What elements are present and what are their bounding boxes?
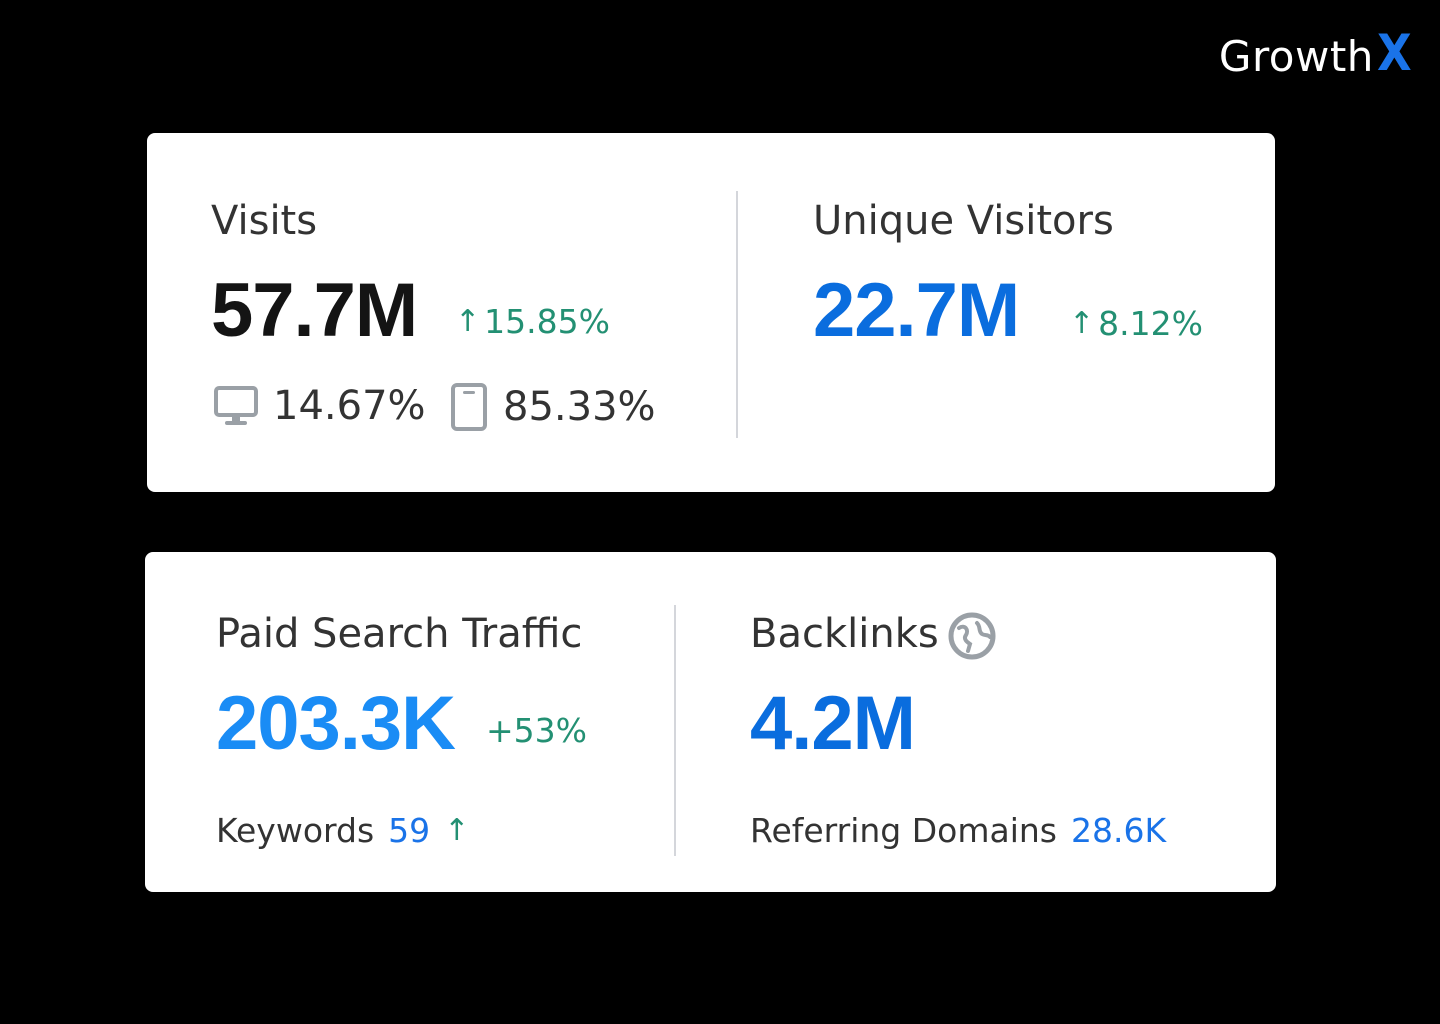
brand-accent: X (1376, 24, 1413, 82)
desktop-share-value: 14.67% (273, 383, 426, 429)
desktop-share: 14.67% (213, 383, 426, 429)
visits-value: 57.7M (211, 268, 418, 353)
keywords-label: Keywords (216, 811, 375, 850)
unique-visitors-value: 22.7M (813, 268, 1020, 353)
growthx-logo: Growth X (1219, 28, 1414, 78)
referring-domains-label: Referring Domains (750, 811, 1057, 850)
search-backlinks-card: Paid Search Traffic 203.3K +53% Keywords… (145, 552, 1276, 892)
mobile-share-value: 85.33% (503, 384, 656, 430)
visits-label: Visits (211, 198, 318, 244)
paid-search-value: 203.3K (216, 681, 456, 766)
arrow-up-icon: ↑ (444, 812, 470, 848)
unique-visitors-label: Unique Visitors (813, 198, 1114, 244)
backlinks-value: 4.2M (750, 681, 916, 766)
backlinks-label: Backlinks (750, 611, 939, 657)
unique-visitors-change-value: 8.12% (1098, 304, 1203, 343)
mobile-icon (449, 383, 489, 431)
mobile-share: 85.33% (449, 383, 656, 431)
desktop-icon (213, 383, 259, 429)
paid-search-change: +53% (486, 711, 587, 750)
card-divider (674, 605, 676, 856)
keywords-row: Keywords 59 ↑ (216, 814, 469, 847)
globe-icon[interactable] (947, 611, 997, 661)
card-divider (736, 191, 738, 438)
traffic-overview-card: Visits 57.7M ↑ 15.85% 14.67% 85.33% Uniq… (147, 133, 1275, 492)
arrow-up-icon: ↑ (1069, 305, 1095, 341)
referring-domains-row: Referring Domains 28.6K (750, 814, 1166, 847)
paid-search-label: Paid Search Traffic (216, 611, 583, 657)
keywords-value[interactable]: 59 (388, 811, 431, 850)
unique-visitors-change: ↑ 8.12% (1069, 307, 1203, 340)
referring-domains-value[interactable]: 28.6K (1071, 811, 1167, 850)
visits-change: ↑ 15.85% (455, 305, 610, 338)
brand-name: Growth (1218, 32, 1374, 81)
arrow-up-icon: ↑ (455, 303, 481, 339)
visits-change-value: 15.85% (484, 302, 610, 341)
